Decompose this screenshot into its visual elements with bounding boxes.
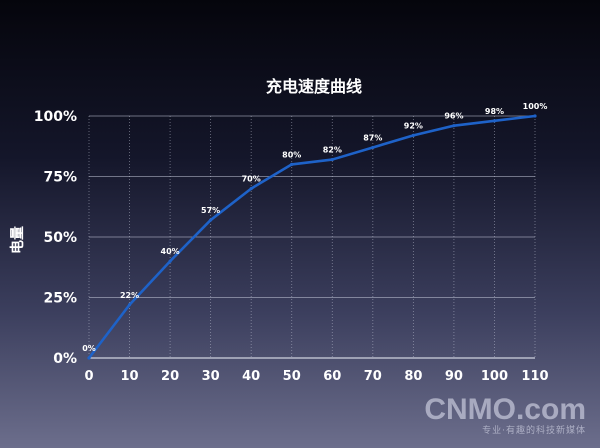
x-tick-label: 30 [202,369,220,384]
data-labels: 0% 22% 40% 57% 70% 80% 82% 87% 92% 96% 98% 100% [82,102,547,353]
y-tick-label: 50% [43,230,77,246]
data-point [87,356,91,360]
data-point [371,145,375,150]
data-point [127,303,132,307]
grid [88,115,536,359]
y-tick-labels: 0% 25% 50% 75% 100% [34,109,77,367]
data-label: 82% [323,146,342,155]
x-tick-label: 40 [242,369,260,384]
data-point [452,124,456,128]
watermark-logo-text: CNMO.com [424,393,586,426]
data-label: 57% [201,206,220,215]
x-tick-label: 110 [521,369,548,384]
y-tick-label: 0% [53,351,77,367]
y-tick-label: 25% [43,291,77,307]
data-point [492,119,497,123]
data-label: 92% [404,121,423,130]
x-tick-labels: 0 10 20 30 40 50 60 70 80 90 100 110 [84,369,548,384]
data-point [168,259,172,263]
series-line [87,114,537,360]
data-point [411,133,415,137]
y-tick-label: 75% [43,170,77,186]
data-label: 0% [82,344,96,353]
data-label: 87% [363,133,382,142]
y-axis-label: 电量 [9,226,26,254]
data-label: 70% [242,175,261,184]
data-point [290,162,294,166]
data-label: 100% [523,102,548,111]
data-label: 96% [444,112,463,121]
chart-title: 充电速度曲线 [266,77,362,96]
data-label: 40% [161,247,180,256]
y-tick-label: 100% [34,109,77,125]
x-tick-label: 50 [283,369,301,384]
x-tick-label: 0 [84,369,93,384]
watermark: CNMO.com 专业·有趣的科技新媒体 [424,395,586,436]
x-tick-label: 80 [404,369,422,384]
data-series [87,114,537,360]
data-point [330,157,334,162]
data-label: 80% [282,150,301,159]
data-point [249,187,253,191]
data-point [209,218,213,222]
watermark-tagline: 专业·有趣的科技新媒体 [482,426,586,436]
data-label: 98% [485,107,504,116]
x-tick-label: 90 [445,369,463,384]
data-label: 22% [120,291,139,300]
x-tick-label: 10 [120,369,138,384]
x-tick-label: 20 [161,369,179,384]
x-tick-label: 100 [481,369,508,384]
data-point [533,114,537,118]
x-tick-label: 60 [323,369,341,384]
x-tick-label: 70 [364,369,382,384]
